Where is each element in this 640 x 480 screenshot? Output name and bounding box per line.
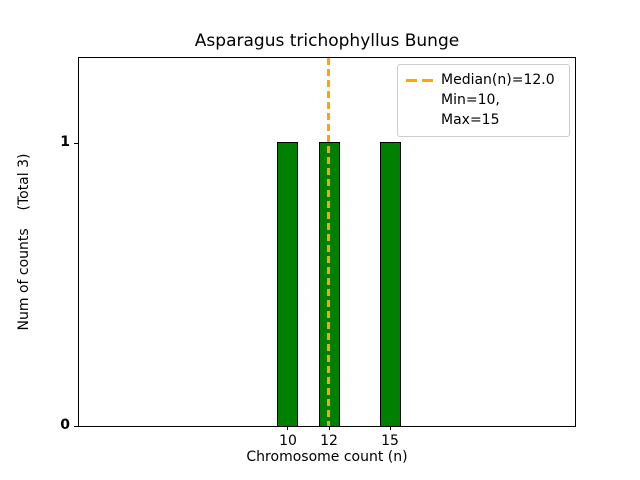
- legend-label-minmax: Min=10, Max=15: [441, 92, 500, 128]
- x-tick-label-12: 12: [320, 433, 338, 449]
- legend-label-median: Median(n)=12.0: [441, 72, 555, 88]
- legend: Median(n)=12.0 Min=10, Max=15: [397, 64, 570, 137]
- x-axis-label: Chromosome count (n): [246, 449, 408, 465]
- median-dashed-line-icon: [406, 78, 433, 82]
- plot-area: 10 12 15 1 0 Median(n)=12.0 Min=10, Max=…: [60, 57, 576, 449]
- x-tick-mark-12: [329, 426, 330, 430]
- y-tick-mark-1: [74, 143, 78, 144]
- y-tick-label-0: 0: [60, 417, 70, 433]
- x-tick-mark-15: [390, 426, 391, 430]
- x-tick-label-10: 10: [279, 433, 297, 449]
- legend-entry-median: Median(n)=12.0: [406, 70, 561, 90]
- y-tick-label-1: 1: [60, 134, 70, 150]
- chart-title: Asparagus trichophyllus Bunge: [194, 31, 460, 51]
- bar-chromosome-15: [380, 142, 401, 426]
- y-tick-mark-0: [74, 426, 78, 427]
- bar-chromosome-10: [277, 142, 298, 426]
- median-line: [327, 58, 330, 426]
- legend-entry-minmax: Min=10, Max=15: [406, 90, 561, 130]
- x-tick-mark-10: [287, 426, 288, 430]
- y-axis-label: Num of counts (Total 3): [16, 153, 32, 331]
- x-tick-label-15: 15: [381, 433, 399, 449]
